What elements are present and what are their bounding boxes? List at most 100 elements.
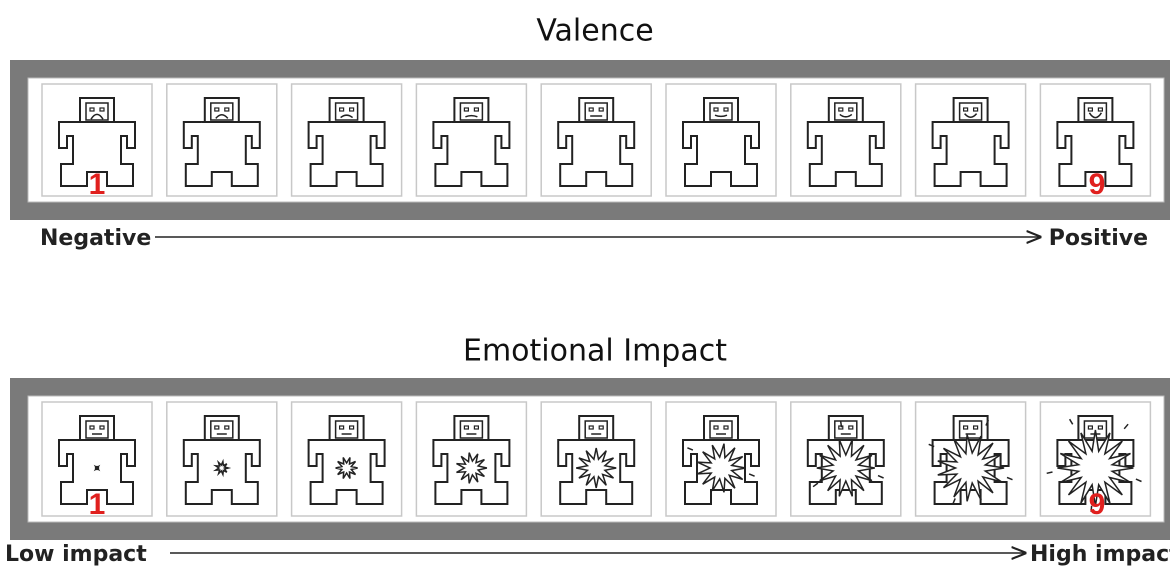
figure-box bbox=[540, 83, 652, 197]
eye bbox=[588, 425, 594, 430]
mannequin bbox=[682, 415, 760, 505]
scale-title: Emotional Impact bbox=[463, 334, 727, 369]
eye bbox=[1087, 107, 1094, 112]
mannequin bbox=[58, 415, 136, 505]
mannequin bbox=[806, 97, 885, 187]
figure-box bbox=[665, 401, 777, 517]
motion-line bbox=[1046, 471, 1053, 475]
mannequin bbox=[307, 97, 386, 187]
mouth bbox=[714, 114, 728, 118]
mannequin bbox=[557, 415, 636, 505]
mannequin bbox=[931, 97, 1010, 187]
figure-box bbox=[41, 401, 153, 517]
last-marker: 9 bbox=[1089, 488, 1106, 521]
mouth bbox=[839, 113, 853, 118]
eye bbox=[214, 107, 220, 112]
eye bbox=[224, 107, 230, 112]
eye bbox=[89, 425, 95, 430]
eye bbox=[723, 425, 729, 430]
eye bbox=[972, 107, 979, 112]
mannequin bbox=[928, 415, 1013, 505]
face bbox=[958, 102, 983, 121]
motion-line bbox=[748, 473, 755, 477]
mannequin bbox=[1046, 415, 1142, 512]
high-label: High impact bbox=[1030, 542, 1170, 566]
eye bbox=[339, 425, 345, 430]
mouth bbox=[1088, 112, 1103, 119]
motion-line bbox=[1068, 418, 1074, 425]
face bbox=[834, 420, 858, 439]
face bbox=[334, 102, 359, 121]
eye bbox=[962, 425, 969, 430]
eye bbox=[99, 107, 105, 112]
motion-line bbox=[812, 482, 819, 488]
body bbox=[182, 121, 261, 187]
impact-burst bbox=[335, 457, 358, 479]
impact-burst bbox=[1057, 429, 1134, 507]
impact-burst bbox=[456, 452, 488, 484]
mannequin bbox=[806, 415, 885, 505]
mannequin bbox=[182, 97, 261, 187]
figure-box bbox=[415, 83, 528, 197]
figure-box bbox=[1039, 401, 1152, 517]
mannequin bbox=[682, 97, 760, 187]
eye bbox=[723, 107, 729, 112]
motion-line bbox=[985, 419, 989, 426]
body bbox=[58, 121, 136, 187]
body bbox=[182, 439, 261, 505]
mouth bbox=[465, 114, 478, 118]
figure-box bbox=[166, 401, 278, 517]
mannequin bbox=[557, 97, 636, 187]
body bbox=[1056, 121, 1135, 187]
figure-box bbox=[290, 401, 403, 517]
motion-line bbox=[839, 421, 843, 428]
eye bbox=[89, 107, 95, 112]
figure-box bbox=[415, 401, 528, 517]
eye bbox=[99, 425, 105, 430]
mannequin bbox=[432, 97, 511, 187]
low-label: Low impact bbox=[5, 542, 147, 566]
mannequin bbox=[307, 415, 386, 505]
figure-box bbox=[914, 83, 1027, 197]
face bbox=[85, 102, 109, 121]
face bbox=[210, 420, 234, 439]
body bbox=[682, 121, 760, 187]
motion-line bbox=[928, 443, 935, 448]
body bbox=[557, 439, 636, 505]
motion-line bbox=[1090, 505, 1093, 512]
face bbox=[584, 102, 608, 121]
motion-line bbox=[877, 474, 884, 479]
mannequin bbox=[432, 415, 511, 505]
face bbox=[334, 420, 359, 439]
eye bbox=[214, 425, 220, 430]
figure-box bbox=[1039, 83, 1152, 197]
eye bbox=[339, 107, 345, 112]
body bbox=[682, 439, 760, 505]
first-marker: 1 bbox=[89, 168, 106, 201]
body bbox=[806, 121, 885, 187]
impact-burst bbox=[937, 434, 1005, 502]
mouth bbox=[90, 113, 104, 120]
eye bbox=[349, 425, 355, 430]
high-label: Positive bbox=[1049, 226, 1148, 251]
face bbox=[709, 420, 733, 439]
eye bbox=[838, 107, 844, 112]
impact-burst bbox=[576, 447, 617, 489]
body bbox=[557, 121, 636, 187]
eye bbox=[1097, 425, 1104, 430]
eye bbox=[463, 425, 469, 430]
eye bbox=[463, 107, 469, 112]
eye bbox=[473, 107, 479, 112]
motion-line bbox=[1006, 476, 1013, 481]
mannequin bbox=[58, 97, 136, 187]
face bbox=[958, 420, 983, 439]
impact-burst bbox=[212, 458, 232, 478]
figure-box bbox=[540, 401, 652, 517]
face bbox=[459, 102, 484, 121]
scale: Valence 1 9 Negative Positive bbox=[10, 14, 1170, 251]
mannequin bbox=[182, 415, 261, 505]
face bbox=[1083, 102, 1108, 121]
impact-burst bbox=[816, 439, 875, 497]
face bbox=[834, 102, 858, 121]
